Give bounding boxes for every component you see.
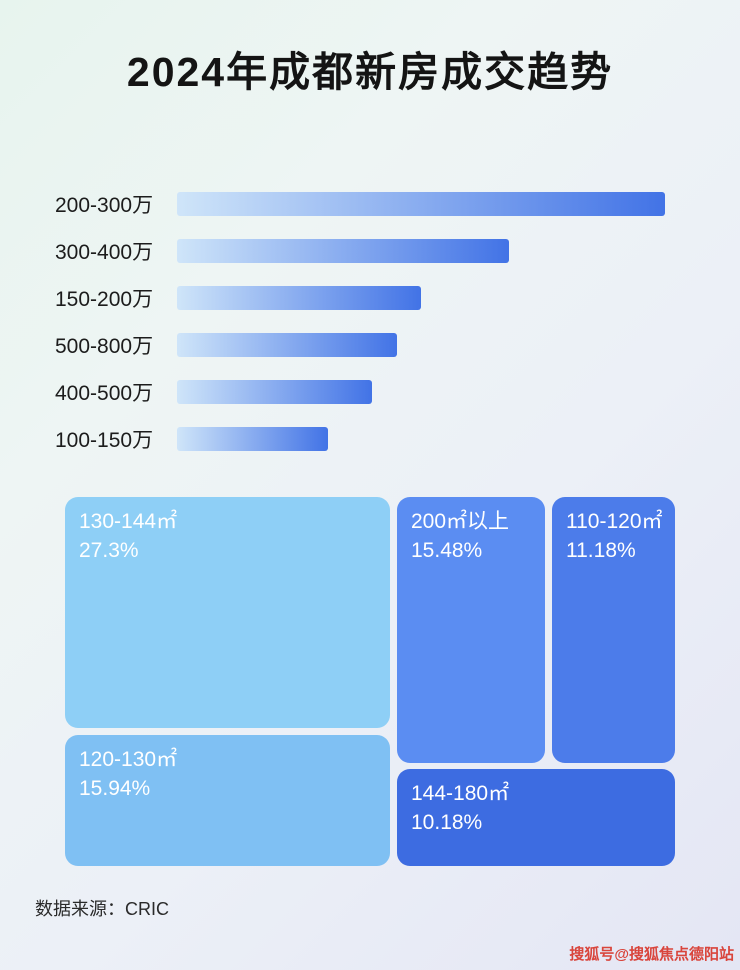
treemap-block-value: 11.18% — [566, 539, 636, 562]
bar-row: 100-150万 — [55, 415, 685, 462]
bar-track — [177, 426, 665, 451]
treemap-block-value: 15.48% — [411, 539, 483, 562]
bar-fill — [177, 332, 397, 357]
page-title: 2024年成都新房成交趋势 — [126, 49, 614, 95]
area-size-treemap: 130-144㎡ 27.3% 120-130㎡ 15.94% 200㎡以上 15… — [65, 497, 675, 867]
treemap-block-144-180: 144-180㎡ 10.18% — [397, 769, 675, 866]
treemap-block-value: 10.18% — [411, 811, 483, 834]
treemap-block-label: 130-144㎡ — [79, 510, 178, 533]
bar-category-label: 100-150万 — [55, 428, 154, 452]
bar-fill — [177, 379, 373, 404]
treemap-block-120-130: 120-130㎡ 15.94% — [65, 735, 390, 866]
treemap-block-label: 200㎡以上 — [411, 510, 510, 533]
bar-track — [177, 285, 665, 310]
treemap-block-110-120: 110-120㎡ 11.18% — [552, 497, 675, 763]
treemap-block-200plus: 200㎡以上 15.48% — [397, 497, 545, 763]
bar-fill — [177, 285, 421, 310]
bar-row: 150-200万 — [55, 274, 685, 321]
treemap-block-value: 27.3% — [79, 539, 139, 562]
bar-row: 400-500万 — [55, 368, 685, 415]
bar-track — [177, 332, 665, 357]
bar-row: 200-300万 — [55, 180, 685, 227]
bar-fill — [177, 426, 329, 451]
data-source-label: 数据来源：CRIC — [35, 899, 169, 919]
treemap-block-130-144: 130-144㎡ 27.3% — [65, 497, 390, 728]
bar-row: 300-400万 — [55, 227, 685, 274]
treemap-block-label: 144-180㎡ — [411, 782, 510, 805]
bar-fill — [177, 191, 665, 216]
bar-track — [177, 379, 665, 404]
bar-category-label: 200-300万 — [55, 193, 154, 217]
bar-category-label: 400-500万 — [55, 381, 154, 405]
bar-row: 500-800万 — [55, 321, 685, 368]
watermark-text: 搜狐号@搜狐焦点德阳站 — [569, 946, 734, 963]
bar-track — [177, 191, 665, 216]
treemap-block-label: 110-120㎡ — [566, 510, 663, 533]
treemap-block-label: 120-130㎡ — [79, 748, 178, 771]
treemap-block-value: 15.94% — [79, 777, 151, 800]
bar-fill — [177, 238, 509, 263]
bar-category-label: 150-200万 — [55, 287, 154, 311]
bar-category-label: 500-800万 — [55, 334, 154, 358]
price-range-bar-chart: 200-300万 300-400万 150-200万 500-800万 400-… — [55, 180, 685, 462]
bar-category-label: 300-400万 — [55, 240, 154, 264]
bar-track — [177, 238, 665, 263]
